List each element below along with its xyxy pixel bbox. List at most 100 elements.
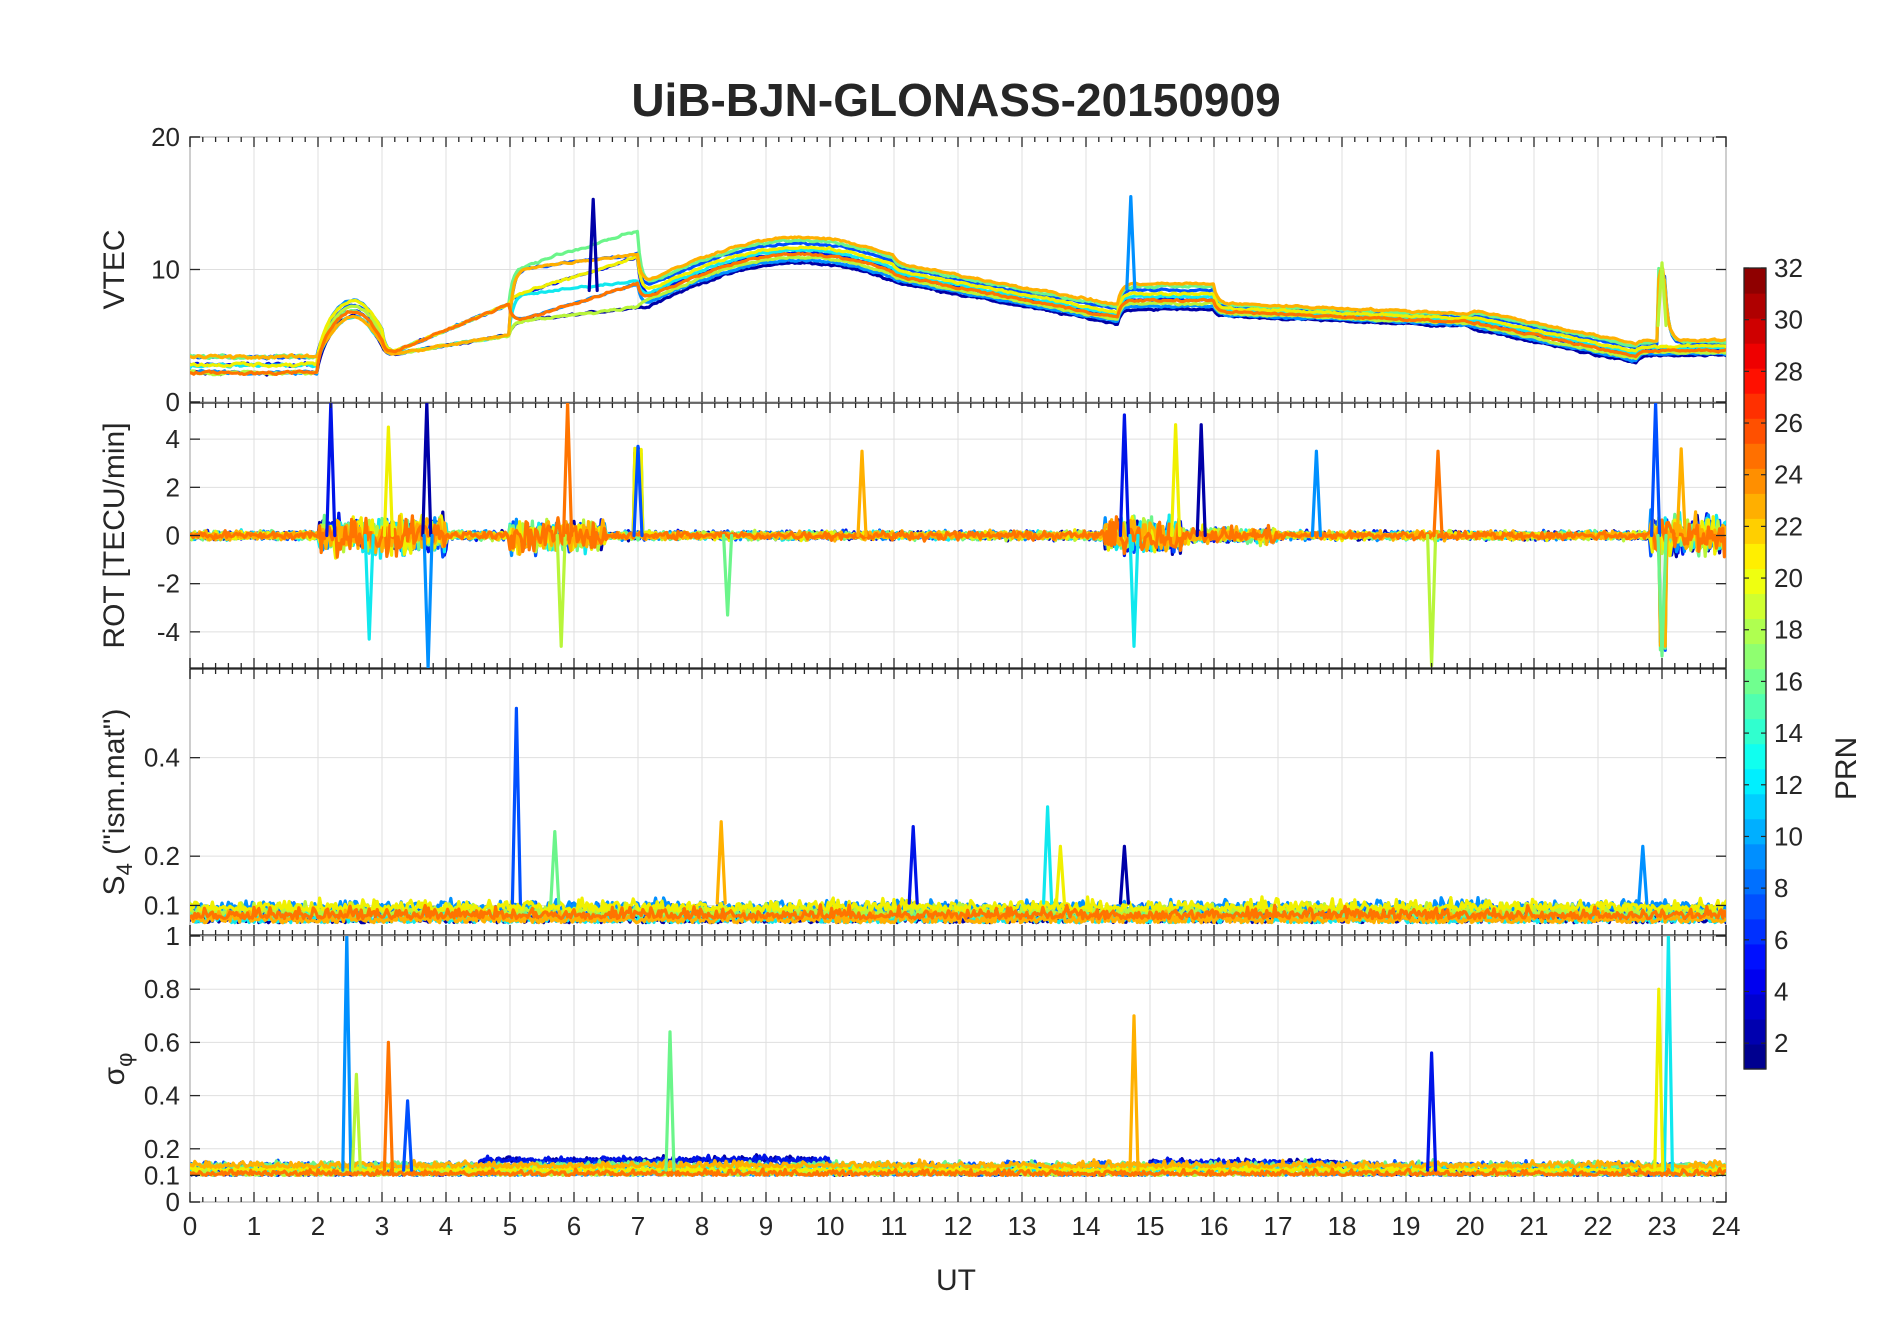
colorbar-tick-label: 22 xyxy=(1774,511,1803,541)
x-tick-label: 12 xyxy=(944,1211,973,1241)
colorbar-tick-label: 12 xyxy=(1774,770,1803,800)
activity-spike xyxy=(1128,1014,1140,1172)
x-tick-label: 24 xyxy=(1712,1211,1741,1241)
series-line-prn-20-sigma_phi xyxy=(190,1162,1726,1173)
colorbar-swatch xyxy=(1744,893,1766,920)
x-tick-label: 13 xyxy=(1008,1211,1037,1241)
activity-spike xyxy=(715,820,727,905)
x-tick-label: 15 xyxy=(1136,1211,1165,1241)
x-tick-label: 5 xyxy=(503,1211,517,1241)
colorbar-tick-label: 16 xyxy=(1774,666,1803,696)
panel-s4-series xyxy=(190,706,1726,925)
activity-spike xyxy=(1118,413,1130,538)
series-line-prn-24-rot xyxy=(190,514,1726,559)
colorbar-tick-label: 24 xyxy=(1774,460,1803,490)
y-tick-label: 0.4 xyxy=(144,743,180,773)
colorbar-swatch xyxy=(1744,268,1766,294)
colorbar-swatch xyxy=(1744,493,1766,519)
y-tick-label: 0 xyxy=(166,521,180,551)
y-axis-label-main: σ xyxy=(98,1066,131,1085)
x-tick-labels: 0 1 2 3 4 5 6 7 8 9 10 11 12 13 14 15 16 17 18 19 20 21 22 23 24 xyxy=(183,1211,1741,1241)
x-tick-label: 1 xyxy=(247,1211,261,1241)
colorbar-swatch xyxy=(1744,793,1766,820)
activity-spike xyxy=(1426,1051,1438,1172)
panel-s4-ticks xyxy=(189,669,1727,935)
colorbar-swatch xyxy=(1744,693,1766,720)
colorbar-swatch xyxy=(1744,868,1766,895)
x-tick-label: 8 xyxy=(695,1211,709,1241)
activity-spike xyxy=(1637,844,1649,905)
x-tick-label: 7 xyxy=(631,1211,645,1241)
x-tick-label: 17 xyxy=(1264,1211,1293,1241)
colorbar-swatch xyxy=(1744,1018,1766,1045)
colorbar-swatch xyxy=(1744,818,1766,845)
y-axis-label-sigma_phi: σφ xyxy=(98,1053,137,1086)
colorbar-swatch xyxy=(1744,918,1766,945)
y-tick-label: 0.2 xyxy=(144,841,180,871)
y-axis-label-vtec: VTEC xyxy=(98,229,131,309)
colorbar-tick-label: 6 xyxy=(1774,925,1788,955)
y-axis-label-rest: ("ism.mat") xyxy=(98,709,131,864)
panel-rot-series xyxy=(190,403,1726,668)
colorbar-swatch xyxy=(1744,668,1766,695)
activity-spike xyxy=(1125,195,1137,291)
y-tick-label: 0.1 xyxy=(144,1160,180,1190)
colorbar-tick-label: 28 xyxy=(1774,356,1803,386)
colorbar-frame xyxy=(1743,267,1767,1070)
y-axis-label-rot: ROT [TECU/min] xyxy=(98,422,131,648)
activity-spike xyxy=(402,1099,414,1172)
y-tick-label: 10 xyxy=(151,255,180,285)
colorbar-swatch xyxy=(1744,843,1766,870)
colorbar-swatch xyxy=(1744,768,1766,795)
panel-vtec: 0 10 20 VTEC xyxy=(98,122,1727,417)
y-tick-label: 0 xyxy=(166,387,180,417)
y-tick-label: 0.8 xyxy=(144,974,180,1004)
x-tick-label: 23 xyxy=(1648,1211,1677,1241)
colorbar-swatch xyxy=(1744,968,1766,995)
colorbar-tick-label: 30 xyxy=(1774,305,1803,335)
activity-spike xyxy=(549,830,561,905)
x-tick-label: 22 xyxy=(1584,1211,1613,1241)
x-tick-label: 2 xyxy=(311,1211,325,1241)
colorbar-tick-label: 8 xyxy=(1774,873,1788,903)
activity-spike xyxy=(1675,447,1687,538)
activity-spike xyxy=(632,444,644,538)
x-tick-label: 16 xyxy=(1200,1211,1229,1241)
colorbar-swatch xyxy=(1744,368,1766,394)
activity-spike xyxy=(1650,403,1662,538)
colorbar-swatch xyxy=(1744,443,1766,469)
y-tick-label: 0.2 xyxy=(144,1134,180,1164)
activity-spike xyxy=(382,1040,394,1172)
colorbar-swatch xyxy=(1744,593,1766,620)
x-tick-label: 18 xyxy=(1328,1211,1357,1241)
activity-spike xyxy=(1662,936,1674,1172)
activity-spike xyxy=(350,1072,362,1172)
activity-spike xyxy=(1054,844,1066,905)
y-tick-label: 4 xyxy=(166,424,180,454)
colorbar-swatch xyxy=(1744,643,1766,670)
activity-spike xyxy=(363,533,375,641)
activity-spike xyxy=(341,936,353,1172)
colorbar-swatch xyxy=(1744,343,1766,369)
colorbar-swatch xyxy=(1744,943,1766,970)
colorbar-tick-label: 20 xyxy=(1774,563,1803,593)
x-tick-label: 3 xyxy=(375,1211,389,1241)
x-tick-label: 19 xyxy=(1392,1211,1421,1241)
panel-vtec-ticks xyxy=(189,136,1727,403)
panel-vtec-series xyxy=(190,195,1726,377)
y-axis-label-sub: φ xyxy=(112,1053,137,1067)
colorbar-tick-label: 18 xyxy=(1774,615,1803,645)
activity-spike xyxy=(722,533,734,617)
series-line-prn-24-sigma_phi xyxy=(190,1167,1726,1177)
colorbar-swatch xyxy=(1744,568,1766,595)
activity-spike xyxy=(421,403,433,538)
x-tick-label: 6 xyxy=(567,1211,581,1241)
colorbar-swatch xyxy=(1744,543,1766,569)
panel-rot: -4 -2 0 2 4 ROT [TECU/min] xyxy=(98,402,1727,669)
activity-spike xyxy=(1656,261,1668,328)
x-tick-label: 20 xyxy=(1456,1211,1485,1241)
x-axis-label: UT xyxy=(936,1264,976,1297)
series-line-prn-22-sigma_phi xyxy=(190,1158,1726,1169)
activity-spike xyxy=(325,403,337,538)
